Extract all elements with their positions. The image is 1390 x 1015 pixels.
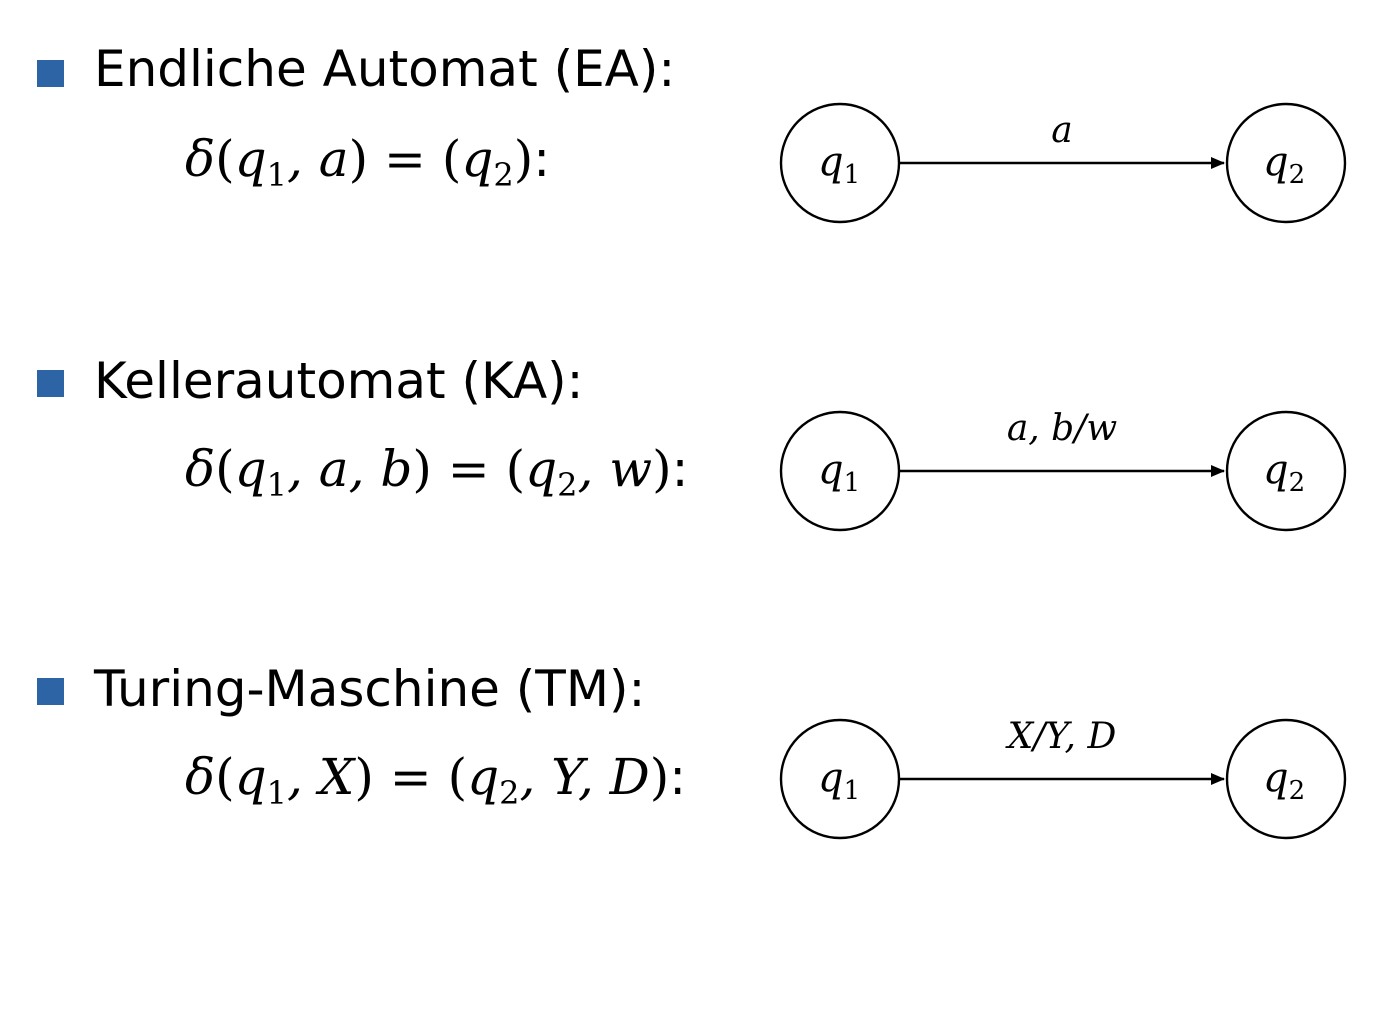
bullet-square-icon bbox=[37, 678, 64, 705]
bullet-square-icon bbox=[37, 60, 64, 87]
section-heading: Turing-Maschine (TM): bbox=[94, 660, 646, 718]
state-q1-label: q1 bbox=[818, 755, 860, 806]
bullet-square-icon bbox=[37, 370, 64, 397]
section-ea: Endliche Automat (EA): δ(q1, a) = (q2): … bbox=[0, 0, 1390, 300]
state-q2-node bbox=[1225, 102, 1347, 224]
state-q2-node bbox=[1225, 718, 1347, 840]
transition-diagram: q1 a, b/w q2 bbox=[779, 408, 1347, 532]
state-q2-node bbox=[1225, 410, 1347, 532]
transition-formula: δ(q1, X) = (q2, Y, D): bbox=[185, 748, 687, 812]
transition-formula: δ(q1, a) = (q2): bbox=[185, 130, 551, 194]
state-q2-label: q2 bbox=[1263, 755, 1305, 806]
section-heading: Kellerautomat (KA): bbox=[94, 352, 584, 410]
state-q1-label: q1 bbox=[818, 447, 860, 498]
transition-diagram: q1 X/Y, D q2 bbox=[779, 716, 1347, 840]
section-heading: Endliche Automat (EA): bbox=[94, 40, 676, 98]
state-q1-label: q1 bbox=[818, 139, 860, 190]
edge-label: a bbox=[1051, 110, 1072, 151]
section-ka: Kellerautomat (KA): δ(q1, a, b) = (q2, w… bbox=[0, 310, 1390, 610]
transition-diagram: q1 a q2 bbox=[779, 102, 1347, 224]
edge-label: a, b/w bbox=[1007, 408, 1118, 449]
state-q2-label: q2 bbox=[1263, 139, 1305, 190]
state-q2-label: q2 bbox=[1263, 447, 1305, 498]
section-tm: Turing-Maschine (TM): δ(q1, X) = (q2, Y,… bbox=[0, 618, 1390, 918]
edge-label: X/Y, D bbox=[1005, 716, 1117, 757]
transition-formula: δ(q1, a, b) = (q2, w): bbox=[185, 440, 689, 504]
